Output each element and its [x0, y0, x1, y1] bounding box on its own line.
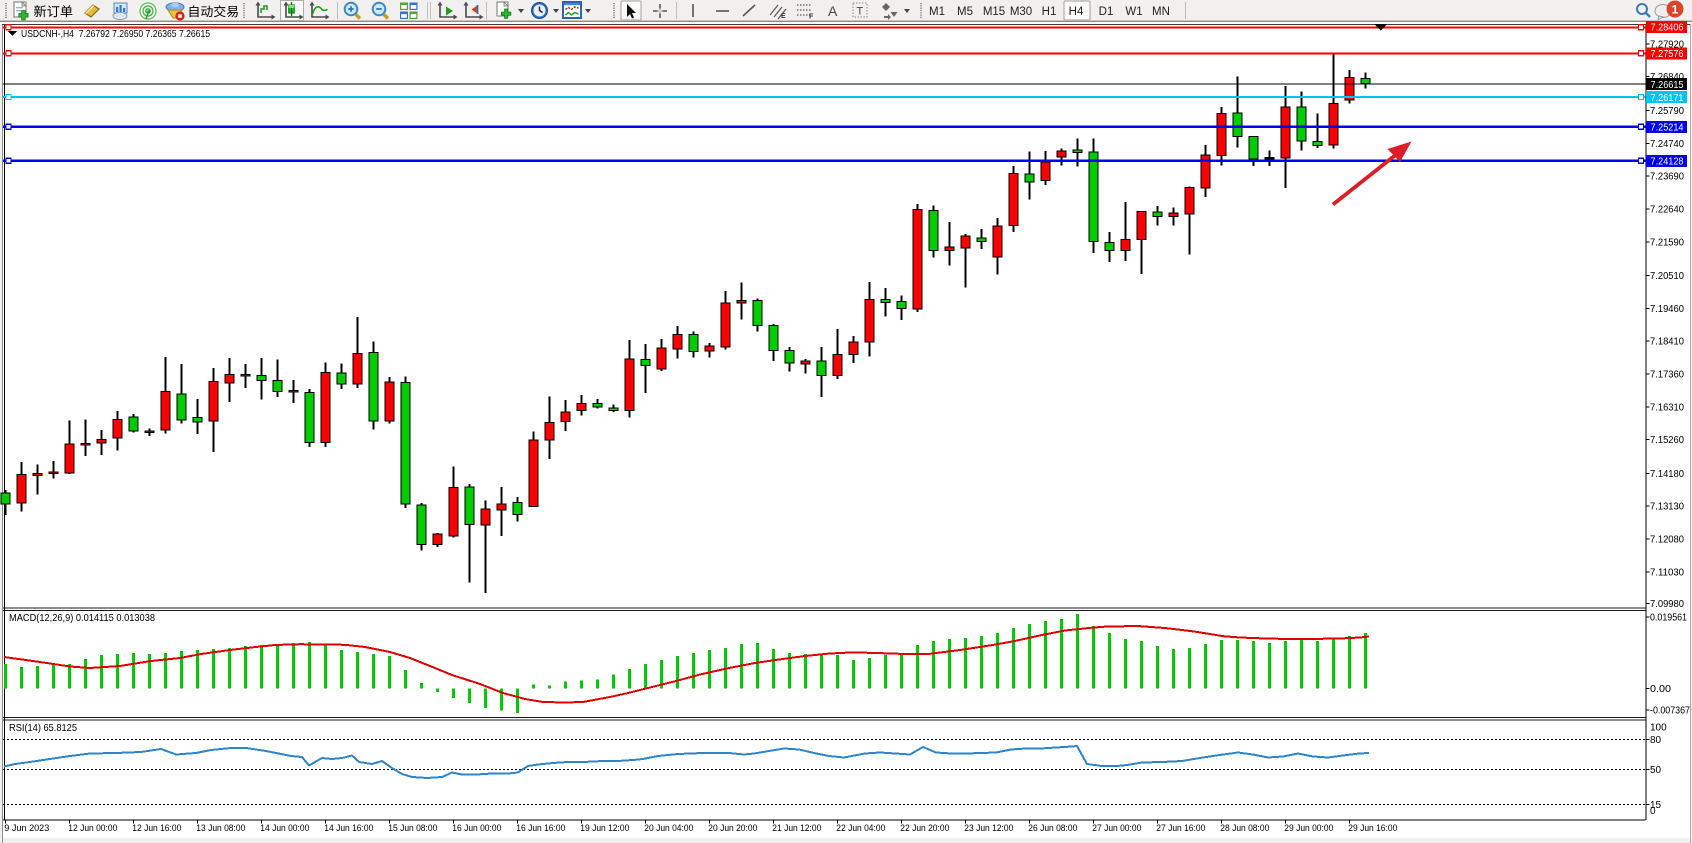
svg-text:1: 1 [1672, 3, 1679, 17]
svg-text:27 Jun 16:00: 27 Jun 16:00 [1156, 823, 1205, 834]
svg-text:7.22640: 7.22640 [1650, 205, 1684, 216]
svg-text:7.21590: 7.21590 [1650, 237, 1684, 248]
svg-text:0.00: 0.00 [1650, 684, 1671, 695]
svg-text:50: 50 [1650, 765, 1662, 776]
svg-text:7.15260: 7.15260 [1650, 435, 1684, 446]
svg-text:7.27920: 7.27920 [1650, 39, 1684, 50]
svg-text:7.27576: 7.27576 [1651, 49, 1684, 60]
svg-text:12 Jun 00:00: 12 Jun 00:00 [68, 823, 117, 834]
svg-text:27 Jun 00:00: 27 Jun 00:00 [1092, 823, 1141, 834]
svg-text:100: 100 [1650, 723, 1667, 734]
svg-text:21 Jun 12:00: 21 Jun 12:00 [772, 823, 821, 834]
svg-text:7.25214: 7.25214 [1651, 123, 1684, 134]
svg-text:7.14180: 7.14180 [1650, 469, 1684, 480]
svg-text:20 Jun 20:00: 20 Jun 20:00 [708, 823, 757, 834]
svg-text:M15: M15 [983, 6, 1005, 18]
svg-text:20 Jun 04:00: 20 Jun 04:00 [644, 823, 693, 834]
svg-text:7.26840: 7.26840 [1650, 72, 1684, 83]
svg-text:7.16310: 7.16310 [1650, 402, 1684, 413]
svg-text:T: T [857, 6, 864, 18]
svg-text:15: 15 [1650, 800, 1662, 811]
svg-text:M5: M5 [957, 6, 973, 18]
svg-text:M30: M30 [1010, 6, 1032, 18]
svg-text:28 Jun 08:00: 28 Jun 08:00 [1220, 823, 1269, 834]
svg-text:USDCNH-,H4 7.26792 7.26950 7.: USDCNH-,H4 7.26792 7.26950 7.26365 7.266… [21, 28, 210, 40]
svg-text:M1: M1 [929, 6, 945, 18]
svg-text:RSI(14) 65.8125: RSI(14) 65.8125 [9, 722, 77, 734]
svg-text:7.17360: 7.17360 [1650, 370, 1684, 381]
svg-text:7.13130: 7.13130 [1650, 502, 1684, 513]
svg-text:MACD(12,26,9) 0.014115 0.01303: MACD(12,26,9) 0.014115 0.013038 [9, 612, 155, 624]
svg-text:19 Jun 12:00: 19 Jun 12:00 [580, 823, 629, 834]
svg-text:15 Jun 08:00: 15 Jun 08:00 [388, 823, 437, 834]
svg-text:12 Jun 16:00: 12 Jun 16:00 [132, 823, 181, 834]
svg-text:E: E [781, 13, 786, 20]
svg-text:7.09980: 7.09980 [1650, 599, 1684, 610]
svg-text:29 Jun 16:00: 29 Jun 16:00 [1348, 823, 1397, 834]
svg-text:7.28406: 7.28406 [1651, 23, 1684, 34]
svg-text:16 Jun 16:00: 16 Jun 16:00 [516, 823, 565, 834]
svg-text:7.23690: 7.23690 [1650, 172, 1684, 183]
svg-text:9 Jun 2023: 9 Jun 2023 [4, 823, 49, 834]
svg-text:7.11030: 7.11030 [1650, 567, 1684, 578]
svg-text:0: 0 [1650, 806, 1656, 817]
svg-text:7.12080: 7.12080 [1650, 535, 1684, 546]
svg-text:7.24740: 7.24740 [1650, 139, 1684, 150]
svg-text:14 Jun 00:00: 14 Jun 00:00 [260, 823, 309, 834]
svg-text:H4: H4 [1069, 6, 1084, 18]
svg-text:7.25790: 7.25790 [1650, 106, 1684, 117]
svg-text:26 Jun 08:00: 26 Jun 08:00 [1028, 823, 1077, 834]
svg-text:22 Jun 04:00: 22 Jun 04:00 [836, 823, 885, 834]
svg-text:22 Jun 20:00: 22 Jun 20:00 [900, 823, 949, 834]
svg-text:F: F [809, 14, 814, 21]
svg-text:0.019561: 0.019561 [1650, 613, 1687, 624]
svg-text:23 Jun 12:00: 23 Jun 12:00 [964, 823, 1013, 834]
svg-text:A: A [828, 3, 838, 19]
svg-text:W1: W1 [1125, 6, 1142, 18]
svg-text:7.26615: 7.26615 [1651, 80, 1684, 91]
svg-text:-0.007367: -0.007367 [1650, 706, 1690, 717]
svg-text:7.24128: 7.24128 [1651, 157, 1684, 168]
svg-text:H1: H1 [1042, 6, 1057, 18]
svg-text:16 Jun 00:00: 16 Jun 00:00 [452, 823, 501, 834]
svg-text:MN: MN [1152, 6, 1170, 18]
svg-text:D1: D1 [1099, 6, 1114, 18]
svg-text:13 Jun 08:00: 13 Jun 08:00 [196, 823, 245, 834]
svg-text:14 Jun 16:00: 14 Jun 16:00 [324, 823, 373, 834]
svg-text:7.26171: 7.26171 [1651, 93, 1684, 104]
svg-text:7.20510: 7.20510 [1650, 271, 1684, 282]
svg-text:7.18410: 7.18410 [1650, 337, 1684, 348]
svg-text:80: 80 [1650, 735, 1662, 746]
svg-text:29 Jun 00:00: 29 Jun 00:00 [1284, 823, 1333, 834]
svg-text:7.19460: 7.19460 [1650, 304, 1684, 315]
